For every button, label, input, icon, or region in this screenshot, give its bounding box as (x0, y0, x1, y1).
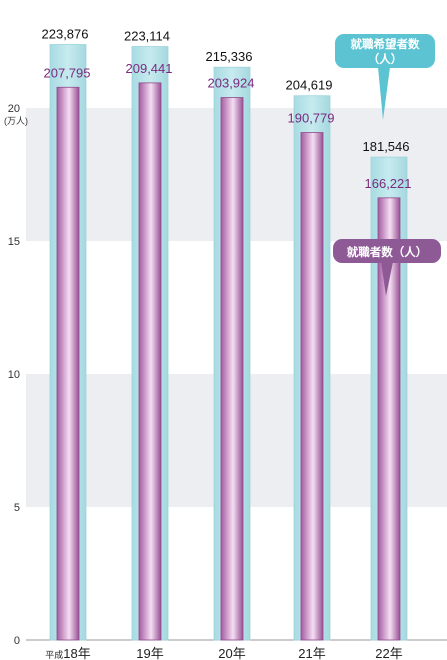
legend-employed-box (333, 239, 441, 263)
bars: 223,876 207,795 223,114 209,441 215,336 203,9… (42, 26, 412, 641)
bar-employed (300, 132, 324, 641)
y-tick-label: 20 (8, 103, 20, 115)
x-tick-year: 18年 (63, 646, 90, 660)
legend-employed: 就職者数（人） (333, 239, 441, 296)
x-tick-label: 19年 (136, 646, 163, 660)
x-axis-labels: 平成18年 19年 20年 21年 22年 (45, 646, 402, 660)
legend-applicants-label-line2: （人） (368, 52, 403, 66)
bar-employed (220, 97, 244, 641)
y-tick-label: 0 (14, 635, 20, 647)
data-label-applicants: 215,336 (206, 49, 253, 64)
legend-employed-pointer (381, 262, 393, 296)
data-label-employed: 190,779 (288, 111, 335, 126)
bar-employed (138, 82, 162, 641)
data-label-employed: 203,924 (208, 76, 255, 91)
data-label-applicants: 223,876 (42, 26, 89, 41)
x-tick-label: 22年 (375, 646, 402, 660)
data-label-applicants: 204,619 (286, 78, 333, 93)
legend-applicants: 就職希望者数 （人） (335, 34, 435, 120)
x-tick-label: 平成18年 (45, 646, 90, 660)
data-label-employed: 207,795 (44, 65, 91, 80)
x-tick-prefix: 平成 (45, 649, 63, 660)
legend-applicants-label-line1: 就職希望者数 (351, 37, 420, 51)
y-axis-unit: (万人) (4, 116, 28, 126)
y-axis: 0 5 10 15 20 (8, 103, 20, 647)
y-tick-label: 5 (14, 502, 20, 514)
y-tick-label: 10 (8, 369, 20, 381)
legend-applicants-pointer (378, 67, 390, 120)
legend-employed-label: 就職者数（人） (347, 245, 428, 259)
data-label-employed: 166,221 (365, 176, 412, 191)
bar-employed (377, 197, 401, 641)
data-label-applicants: 223,114 (124, 29, 170, 44)
y-tick-label: 15 (8, 236, 20, 248)
legend-applicants-box (335, 34, 435, 68)
x-tick-label: 20年 (218, 646, 245, 660)
data-label-employed: 209,441 (126, 61, 173, 76)
x-tick-label: 21年 (298, 646, 325, 660)
bar-employed (56, 86, 80, 641)
data-label-applicants: 181,546 (363, 139, 410, 154)
